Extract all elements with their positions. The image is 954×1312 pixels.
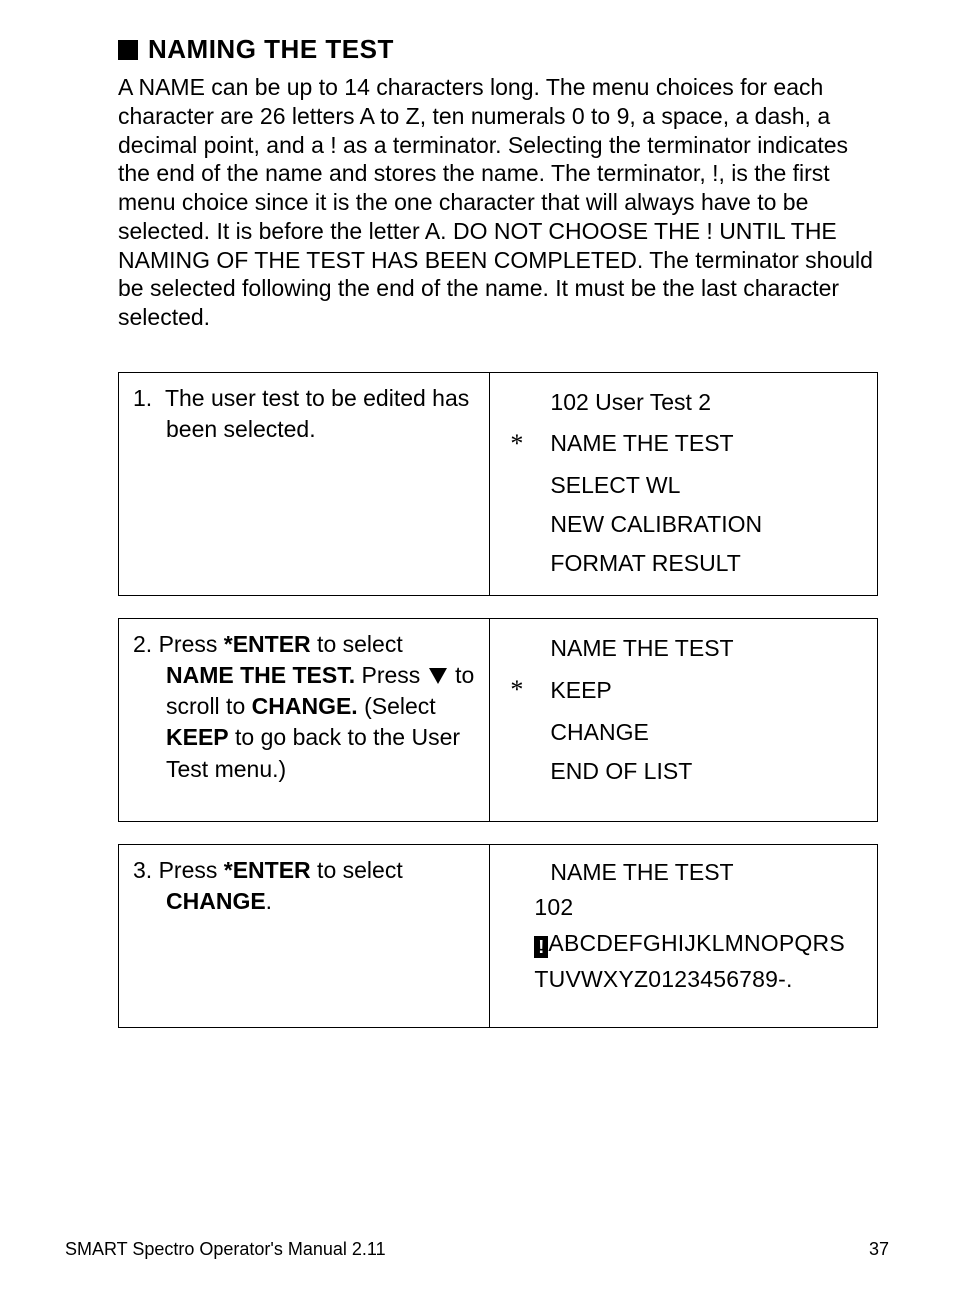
display-header: NAME THE TEST bbox=[510, 855, 733, 891]
step-row-3: 3. Press *ENTER to select CHANGE. NAME T… bbox=[118, 844, 878, 1029]
menu-item: CHANGE bbox=[510, 713, 648, 752]
display-header: NAME THE TEST bbox=[510, 629, 733, 668]
charset-text: ABCDEFGHIJKLMNOPQRS bbox=[548, 930, 844, 956]
menu-item: NAME THE TEST bbox=[550, 424, 733, 463]
step-text-bold: *ENTER bbox=[224, 857, 311, 883]
page: NAMING THE TEST A NAME can be up to 14 c… bbox=[0, 0, 954, 1312]
asterisk-icon: * bbox=[510, 668, 550, 712]
step-text-fragment: . bbox=[266, 888, 272, 914]
terminator-icon: ! bbox=[534, 936, 548, 958]
step-text-fragment: to select bbox=[311, 857, 403, 883]
intro-paragraph: A NAME can be up to 14 characters long. … bbox=[118, 73, 886, 332]
step-display: NAME THE TEST 102 !ABCDEFGHIJKLMNOPQRS T… bbox=[490, 845, 877, 1028]
menu-item: END OF LIST bbox=[510, 752, 692, 791]
menu-item: NEW CALIBRATION bbox=[510, 505, 762, 544]
step-text-fragment: (Select bbox=[358, 693, 436, 719]
step-text: The user test to be edited has been sele… bbox=[165, 385, 469, 442]
step-number: 2. bbox=[133, 631, 152, 657]
footer-page-number: 37 bbox=[869, 1239, 889, 1260]
display-code: 102 bbox=[510, 890, 863, 926]
step-text-bold: *ENTER bbox=[224, 631, 311, 657]
section-title: NAMING THE TEST bbox=[148, 34, 394, 65]
step-instruction: 2. Press *ENTER to select NAME THE TEST.… bbox=[119, 619, 490, 820]
step-text-bold: NAME THE TEST. bbox=[166, 662, 355, 688]
charset-line: TUVWXYZ0123456789-. bbox=[510, 962, 863, 998]
step-number: 1. bbox=[133, 385, 152, 411]
step-row-2: 2. Press *ENTER to select NAME THE TEST.… bbox=[118, 618, 878, 821]
footer-left: SMART Spectro Operator's Manual 2.11 bbox=[65, 1239, 386, 1260]
step-number: 3. bbox=[133, 857, 152, 883]
asterisk-icon: * bbox=[510, 422, 550, 466]
step-display: NAME THE TEST *KEEP CHANGE END OF LIST bbox=[490, 619, 877, 820]
down-arrow-icon bbox=[429, 668, 447, 684]
menu-item: SELECT WL bbox=[510, 466, 680, 505]
charset-line: !ABCDEFGHIJKLMNOPQRS bbox=[510, 926, 863, 962]
step-row-1: 1. The user test to be edited has been s… bbox=[118, 372, 878, 597]
step-text-fragment: Press bbox=[159, 857, 224, 883]
step-text-bold: CHANGE bbox=[166, 888, 266, 914]
section-header: NAMING THE TEST bbox=[118, 34, 886, 65]
step-instruction: 3. Press *ENTER to select CHANGE. bbox=[119, 845, 490, 1028]
step-text-bold: KEEP bbox=[166, 724, 229, 750]
page-footer: SMART Spectro Operator's Manual 2.11 37 bbox=[65, 1239, 889, 1260]
menu-item: KEEP bbox=[550, 671, 611, 710]
step-text-fragment: Press bbox=[355, 662, 427, 688]
step-display: 102 User Test 2 *NAME THE TEST SELECT WL… bbox=[490, 373, 877, 596]
step-text-fragment: to select bbox=[311, 631, 403, 657]
step-text-bold: CHANGE. bbox=[252, 693, 358, 719]
display-header: 102 User Test 2 bbox=[510, 383, 711, 422]
square-bullet-icon bbox=[118, 40, 138, 60]
step-text-fragment: Press bbox=[159, 631, 224, 657]
step-instruction: 1. The user test to be edited has been s… bbox=[119, 373, 490, 596]
menu-item: FORMAT RESULT bbox=[510, 544, 740, 583]
